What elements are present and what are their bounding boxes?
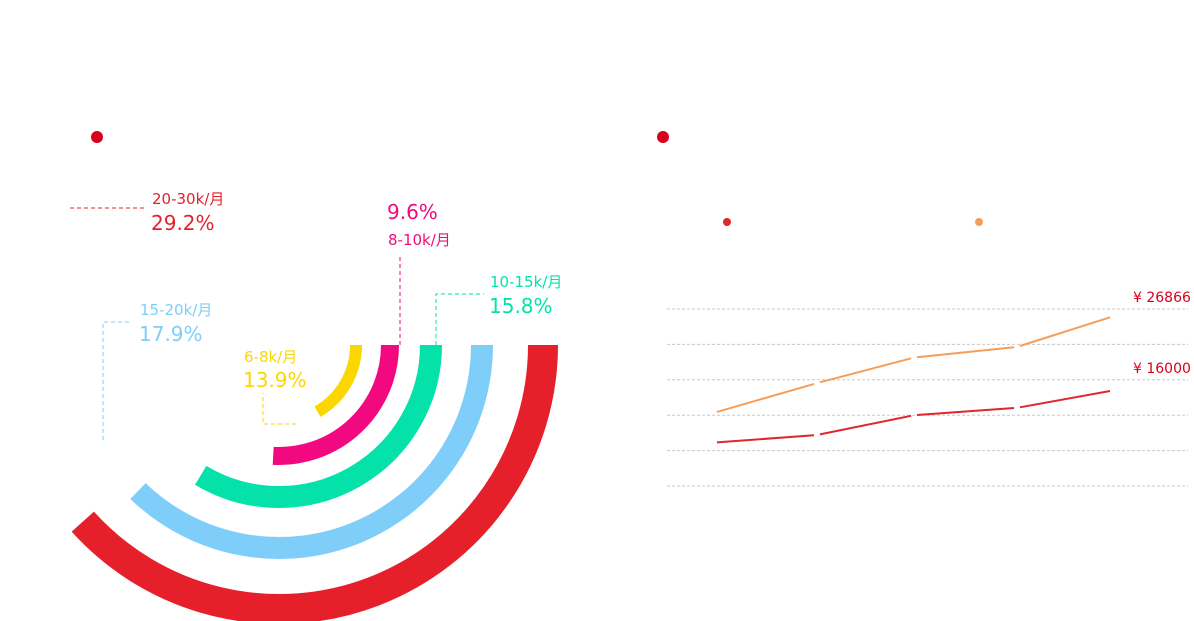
leader-lines — [70, 207, 484, 440]
series-line-red — [716, 390, 1111, 444]
salary-trend-line-chart — [667, 308, 1188, 487]
arc-value-8-10k: 9.6% — [387, 200, 438, 224]
series-segment — [1019, 390, 1111, 409]
series-segment — [716, 434, 815, 444]
series-segment — [716, 382, 815, 413]
leader-line-15-20k — [102, 321, 130, 440]
legend-dot-orange — [975, 218, 983, 226]
arc-10-15k — [195, 344, 442, 508]
series-line-orange — [716, 316, 1111, 413]
arc-value-6-8k: 13.9% — [243, 368, 307, 392]
arc-value-10-15k: 15.8% — [489, 294, 553, 318]
series-segment — [819, 357, 912, 384]
arc-label-20-30k: 20-30k/月 — [152, 190, 224, 208]
left-section-bullet — [91, 131, 103, 143]
series-segment — [916, 407, 1015, 416]
salary-distribution-arcs — [71, 344, 558, 621]
arc-8-10k — [272, 344, 399, 465]
arc-15-20k — [130, 344, 493, 559]
arc-value-15-20k: 17.9% — [139, 322, 203, 346]
end-label-red-series: ¥ 16000 — [1133, 361, 1191, 377]
arc-6-8k — [314, 344, 362, 417]
series-segment — [1019, 316, 1111, 347]
leader-line-6-8k — [262, 393, 296, 425]
arc-label-6-8k: 6-8k/月 — [244, 348, 297, 366]
legend-dot-red — [723, 218, 731, 226]
arc-value-20-30k: 29.2% — [151, 211, 215, 235]
leader-line-10-15k — [435, 293, 484, 345]
arc-label-10-15k: 10-15k/月 — [490, 273, 562, 291]
series-segment — [916, 346, 1015, 359]
arc-label-15-20k: 15-20k/月 — [140, 301, 212, 319]
arc-label-8-10k: 8-10k/月 — [388, 231, 451, 249]
arc-20-30k — [71, 344, 558, 621]
series-segment — [819, 414, 912, 436]
end-label-orange-series: ¥ 26866 — [1133, 290, 1191, 306]
right-section-bullet — [657, 131, 669, 143]
